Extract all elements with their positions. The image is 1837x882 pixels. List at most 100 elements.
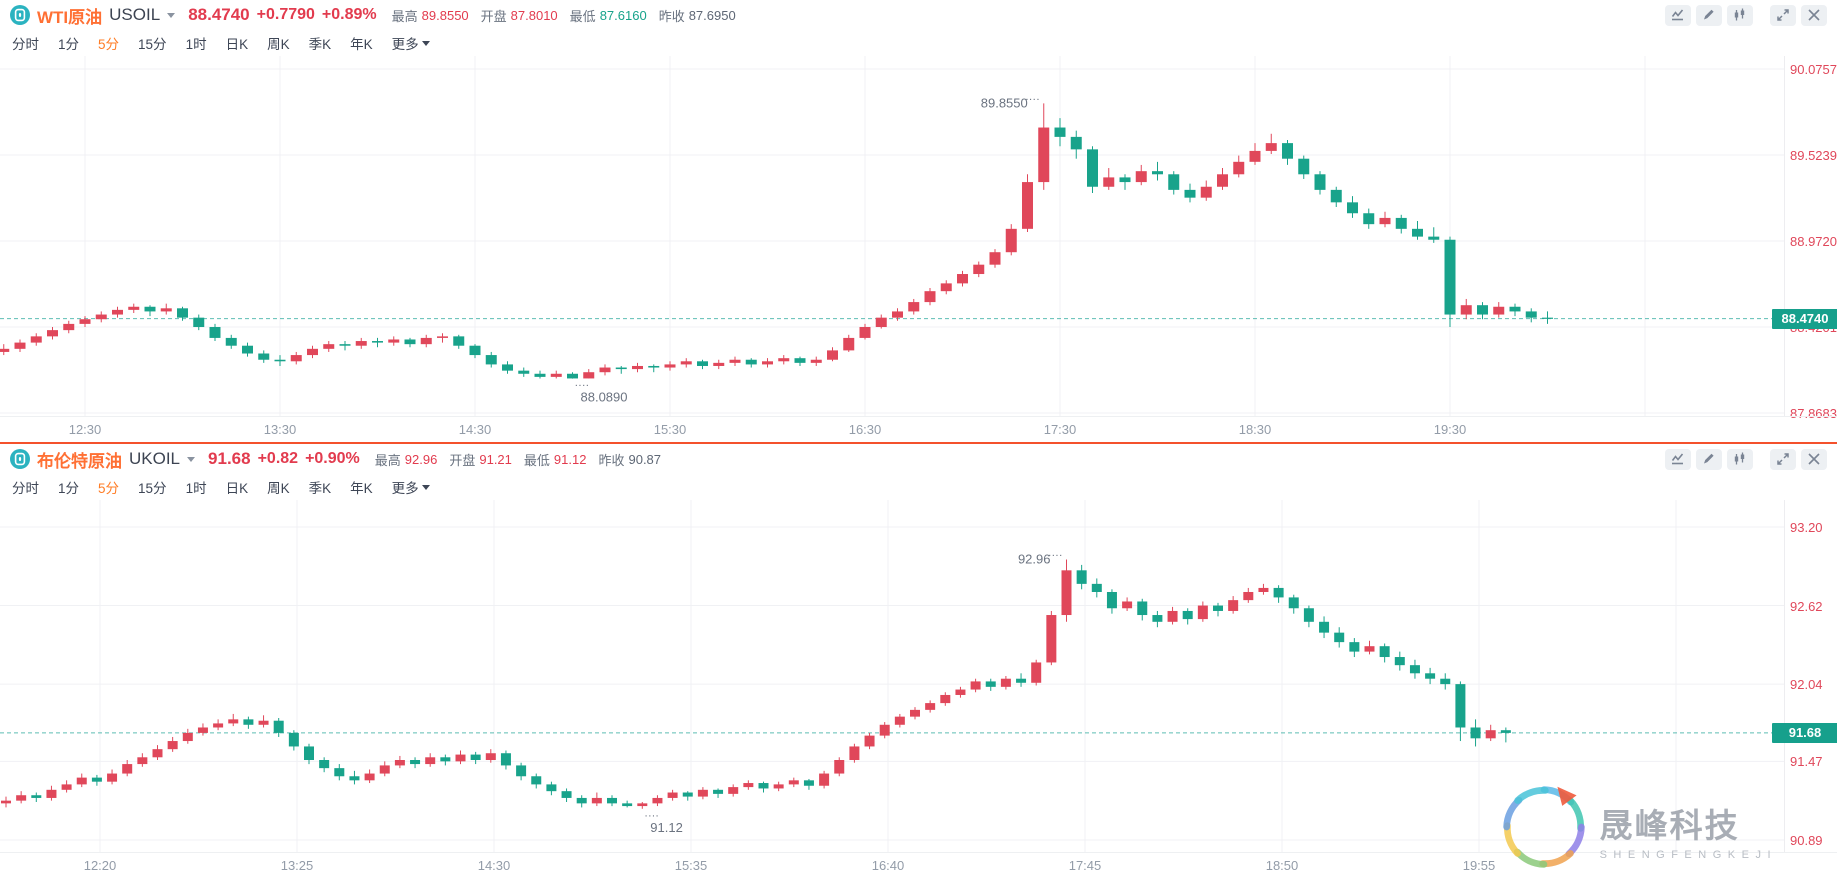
tab-1分[interactable]: 1分 xyxy=(58,33,79,53)
y-axis-label: 91.47 xyxy=(1790,754,1823,770)
candlestick-chart[interactable]: ····89.8550····88.0890 xyxy=(0,56,1784,416)
tab-label: 1时 xyxy=(185,37,207,52)
tab-label: 分时 xyxy=(12,37,39,52)
tab-日K[interactable]: 日K xyxy=(226,477,249,497)
tab-周K[interactable]: 周K xyxy=(267,33,290,53)
stat-value: 87.8010 xyxy=(510,7,558,23)
tab-label: 15分 xyxy=(138,37,167,52)
indicator-icon xyxy=(1670,451,1686,467)
y-axis-label: 88.9720 xyxy=(1790,233,1837,249)
fullscreen-button[interactable] xyxy=(1770,4,1796,26)
stat-最高: 最高 92.96 xyxy=(375,450,438,469)
tab-更多[interactable]: 更多 xyxy=(392,33,430,53)
indicator-button[interactable] xyxy=(1665,448,1691,470)
last-price: 91.68 xyxy=(208,449,251,468)
ukoil-header: 布伦特原油 UKOIL 91.68 +0.82 +0.90% 最高 92.96 开盘… xyxy=(0,444,1837,474)
tab-1时[interactable]: 1时 xyxy=(186,477,207,497)
low-annotation: 91.12 xyxy=(650,820,683,835)
tab-label: 1时 xyxy=(185,481,207,496)
tab-1时[interactable]: 1时 xyxy=(186,33,207,53)
candlestick-button[interactable] xyxy=(1727,4,1753,26)
fullscreen-icon xyxy=(1775,451,1791,467)
wti-chart-area[interactable]: ···· 89.8550 ···· 88.0890 90.0757 89.5239 88.9… xyxy=(0,56,1837,421)
tab-label: 更多 xyxy=(391,481,419,496)
tab-15分[interactable]: 15分 xyxy=(138,477,167,497)
tab-label: 更多 xyxy=(391,37,419,52)
high-annotation: 92.96 xyxy=(1018,551,1051,566)
ukoil-panel: 布伦特原油 UKOIL 91.68 +0.82 +0.90% 最高 92.96 开盘… xyxy=(0,444,1837,882)
tab-分时[interactable]: 分时 xyxy=(12,33,39,53)
ukoil-chart-area[interactable]: ···· 92.96 ···· 91.12 93.20 92.62 92.04 91.47 90… xyxy=(0,500,1837,868)
stat-label: 昨收 xyxy=(598,452,625,468)
tab-周K[interactable]: 周K xyxy=(267,477,290,497)
stat-label: 昨收 xyxy=(658,8,685,24)
instrument-logo-icon xyxy=(10,5,30,25)
price-change-percent: +0.90% xyxy=(305,450,360,467)
time-axis-label: 12:20 xyxy=(83,858,117,873)
ukoil-time-axis: 12:20 13:25 14:30 15:35 16:40 17:45 18:50 19:55 xyxy=(0,852,1837,882)
tab-label: 分时 xyxy=(12,481,39,496)
fullscreen-button[interactable] xyxy=(1770,448,1796,470)
tab-label: 1分 xyxy=(58,481,80,496)
edit-button[interactable] xyxy=(1696,4,1722,26)
tab-季K[interactable]: 季K xyxy=(309,33,332,53)
fullscreen-icon xyxy=(1775,7,1791,23)
tab-年K[interactable]: 年K xyxy=(350,477,373,497)
time-axis-label: 13:25 xyxy=(280,858,314,873)
tab-1分[interactable]: 1分 xyxy=(58,477,79,497)
low-annotation: 88.0890 xyxy=(581,390,628,405)
time-axis-label: 15:35 xyxy=(674,858,708,873)
indicator-icon xyxy=(1670,7,1686,23)
tab-日K[interactable]: 日K xyxy=(226,33,249,53)
tab-5分[interactable]: 5分 xyxy=(98,33,119,53)
more-caret-icon xyxy=(421,40,430,50)
time-axis-label: 14:30 xyxy=(477,858,511,873)
tab-季K[interactable]: 季K xyxy=(309,477,332,497)
stat-label: 开盘 xyxy=(449,452,476,468)
time-axis-label: 12:30 xyxy=(68,422,102,437)
svg-text:····: ···· xyxy=(1025,93,1040,105)
time-axis-label: 18:30 xyxy=(1238,422,1272,437)
stat-value: 87.6160 xyxy=(599,7,647,23)
candlestick-series xyxy=(1,559,1511,809)
time-axis-label: 19:30 xyxy=(1433,422,1467,437)
candlestick-series xyxy=(0,103,1553,379)
tab-年K[interactable]: 年K xyxy=(350,33,373,53)
more-caret-icon xyxy=(421,484,430,494)
symbol-dropdown-caret-icon[interactable] xyxy=(167,13,176,22)
tab-15分[interactable]: 15分 xyxy=(138,33,167,53)
y-axis-label: 93.20 xyxy=(1790,519,1823,535)
stat-昨收: 昨收 87.6950 xyxy=(659,6,736,25)
tab-分时[interactable]: 分时 xyxy=(12,477,39,497)
tab-label: 季K xyxy=(308,37,332,52)
time-axis-label: 19:55 xyxy=(1462,858,1496,873)
time-axis-label: 13:30 xyxy=(263,422,297,437)
y-axis-label: 92.62 xyxy=(1790,598,1823,614)
wti-panel: WTI原油 USOIL 88.4740 +0.7790 +0.89% 最高 89.… xyxy=(0,4,1837,442)
candlestick-button[interactable] xyxy=(1727,448,1753,470)
tab-label: 周K xyxy=(267,37,290,52)
stat-最低: 最低 91.12 xyxy=(524,450,587,469)
stat-value: 92.96 xyxy=(404,451,438,467)
tab-label: 5分 xyxy=(98,481,120,496)
tab-label: 季K xyxy=(308,481,332,496)
stat-label: 最高 xyxy=(391,8,418,24)
chart-action-buttons xyxy=(1665,448,1827,470)
tab-5分[interactable]: 5分 xyxy=(98,477,119,497)
edit-button[interactable] xyxy=(1696,448,1722,470)
time-axis-label: 15:30 xyxy=(653,422,687,437)
stat-昨收: 昨收 90.87 xyxy=(598,450,661,469)
stat-value: 91.21 xyxy=(479,451,512,467)
symbol-dropdown-caret-icon[interactable] xyxy=(187,457,196,466)
candlestick-chart[interactable]: ····92.96····91.12 xyxy=(0,500,1784,852)
svg-text:····: ···· xyxy=(644,810,659,822)
wti-time-axis: 12:30 13:30 14:30 15:30 16:30 17:30 18:30 19:30 xyxy=(0,416,1837,442)
close-button[interactable] xyxy=(1801,4,1827,26)
close-button[interactable] xyxy=(1801,448,1827,470)
high-annotation: 89.8550 xyxy=(981,95,1028,110)
indicator-button[interactable] xyxy=(1665,4,1691,26)
tab-更多[interactable]: 更多 xyxy=(392,477,430,497)
instrument-symbol: UKOIL xyxy=(129,449,181,468)
stat-最高: 最高 89.8550 xyxy=(392,6,469,25)
stat-value: 89.8550 xyxy=(421,7,469,23)
